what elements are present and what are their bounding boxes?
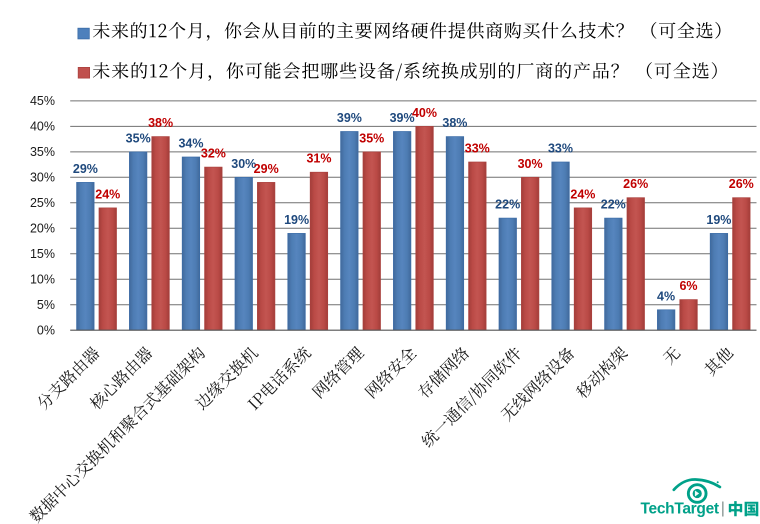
svg-text:38%: 38% (442, 116, 467, 130)
svg-text:19%: 19% (284, 213, 309, 227)
svg-text:38%: 38% (148, 116, 173, 130)
svg-text:35%: 35% (126, 131, 151, 145)
svg-text:40%: 40% (30, 120, 55, 134)
svg-text:35%: 35% (359, 131, 384, 145)
svg-text:39%: 39% (390, 111, 415, 125)
svg-text:39%: 39% (337, 111, 362, 125)
svg-text:35%: 35% (30, 145, 55, 159)
svg-text:TechTarget: TechTarget (641, 501, 719, 518)
svg-text:24%: 24% (95, 187, 120, 201)
svg-text:5%: 5% (37, 298, 55, 312)
svg-text:29%: 29% (254, 162, 279, 176)
svg-text:33%: 33% (548, 142, 573, 156)
svg-text:26%: 26% (623, 177, 648, 191)
svg-text:30%: 30% (30, 171, 55, 185)
svg-text:15%: 15% (30, 247, 55, 261)
svg-text:32%: 32% (201, 147, 226, 161)
svg-text:34%: 34% (178, 137, 203, 151)
svg-text:25%: 25% (30, 196, 55, 210)
svg-text:30%: 30% (231, 157, 256, 171)
svg-text:31%: 31% (306, 152, 331, 166)
svg-text:22%: 22% (495, 198, 520, 212)
svg-text:30%: 30% (518, 157, 543, 171)
svg-text:20%: 20% (30, 222, 55, 236)
svg-text:22%: 22% (601, 198, 626, 212)
svg-text:29%: 29% (73, 162, 98, 176)
svg-text:26%: 26% (729, 177, 754, 191)
svg-text:45%: 45% (30, 94, 55, 108)
svg-text:24%: 24% (570, 187, 595, 201)
svg-text:6%: 6% (679, 279, 697, 293)
svg-text:19%: 19% (706, 213, 731, 227)
svg-text:0%: 0% (37, 324, 55, 338)
svg-text:10%: 10% (30, 273, 55, 287)
svg-text:33%: 33% (465, 142, 490, 156)
svg-text:4%: 4% (657, 289, 675, 303)
svg-text:40%: 40% (412, 106, 437, 120)
